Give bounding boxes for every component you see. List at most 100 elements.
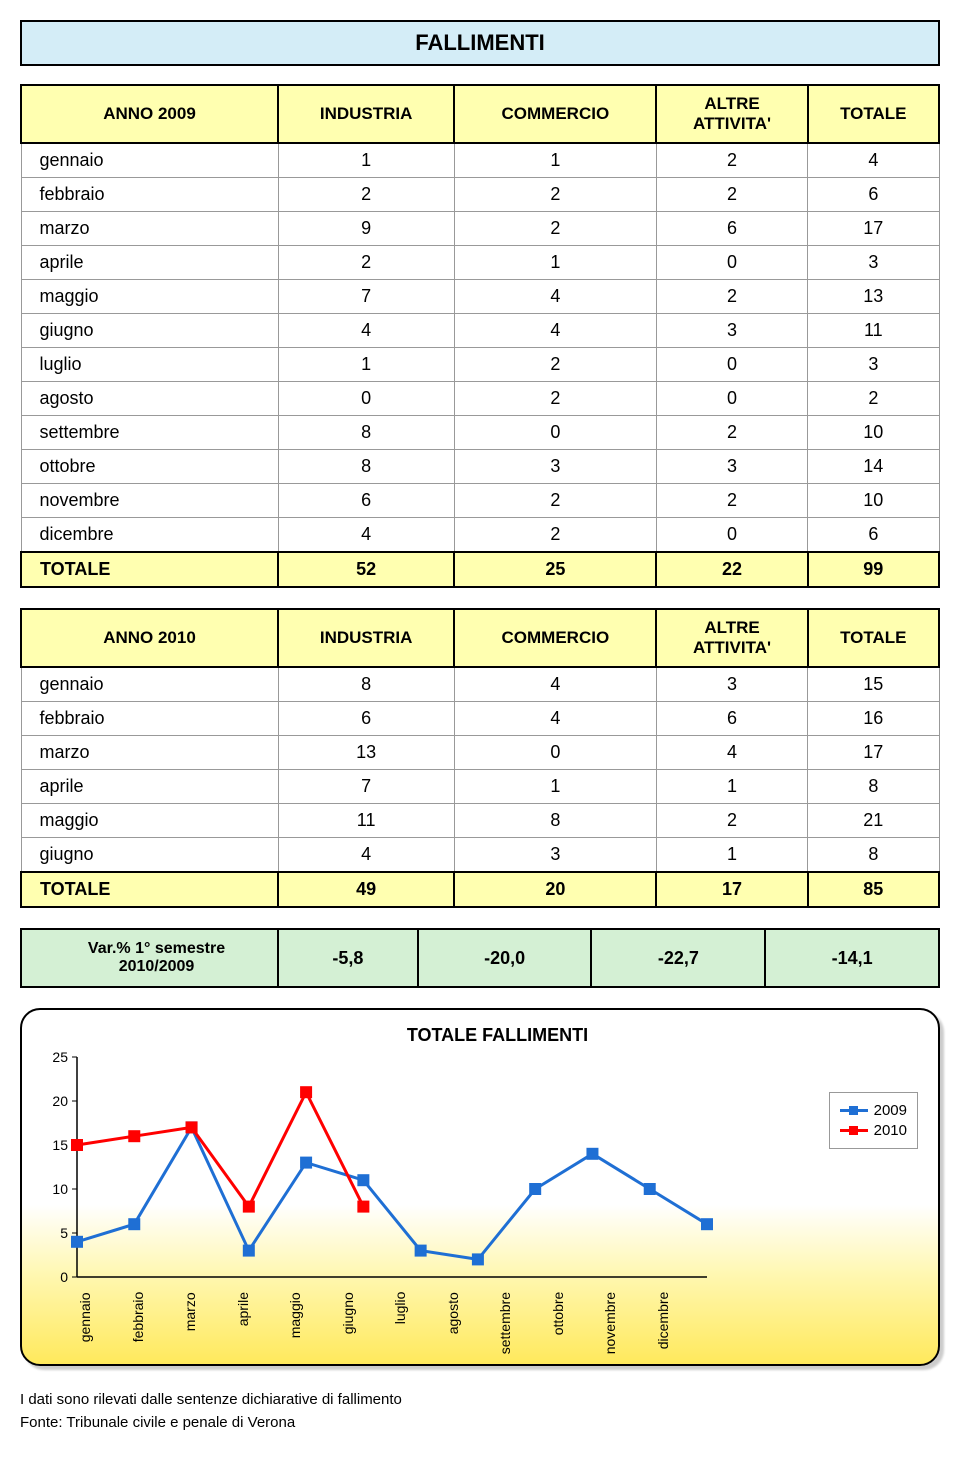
cell: 2 bbox=[656, 484, 807, 518]
x-axis-label: agosto bbox=[445, 1292, 498, 1354]
total-cell: 25 bbox=[454, 552, 656, 587]
cell: 7 bbox=[278, 280, 454, 314]
variation-cell: -5,8 bbox=[278, 929, 418, 987]
cell: 6 bbox=[278, 702, 454, 736]
column-header: INDUSTRIA bbox=[278, 609, 454, 667]
total-cell: 49 bbox=[278, 872, 454, 907]
total-cell: 22 bbox=[656, 552, 807, 587]
x-axis-label: febbraio bbox=[130, 1292, 183, 1354]
column-header: ANNO 2010 bbox=[21, 609, 278, 667]
column-header: ANNO 2009 bbox=[21, 85, 278, 143]
total-row: TOTALE52252299 bbox=[21, 552, 939, 587]
table-row: gennaio1124 bbox=[21, 143, 939, 178]
cell: 8 bbox=[454, 804, 656, 838]
x-axis-label: luglio bbox=[392, 1292, 445, 1354]
cell: 1 bbox=[656, 770, 807, 804]
footer-note-2: Fonte: Tribunale civile e penale di Vero… bbox=[20, 1414, 940, 1431]
row-label: marzo bbox=[21, 736, 278, 770]
cell: 16 bbox=[808, 702, 939, 736]
cell: 4 bbox=[454, 702, 656, 736]
cell: 6 bbox=[808, 518, 939, 553]
row-label: gennaio bbox=[21, 667, 278, 702]
chart-plot: 0510152025 gennaiofebbraiomarzoaprilemag… bbox=[37, 1052, 814, 1354]
cell: 2 bbox=[454, 484, 656, 518]
cell: 0 bbox=[656, 382, 807, 416]
cell: 9 bbox=[278, 212, 454, 246]
cell: 1 bbox=[278, 348, 454, 382]
cell: 10 bbox=[808, 416, 939, 450]
x-axis-label: novembre bbox=[602, 1292, 655, 1354]
cell: 3 bbox=[656, 450, 807, 484]
x-axis-label: giugno bbox=[340, 1292, 393, 1354]
x-axis-label: ottobre bbox=[550, 1292, 603, 1354]
cell: 2 bbox=[656, 416, 807, 450]
table-row: marzo130417 bbox=[21, 736, 939, 770]
cell: 10 bbox=[808, 484, 939, 518]
cell: 11 bbox=[808, 314, 939, 348]
cell: 6 bbox=[656, 212, 807, 246]
table-row: luglio1203 bbox=[21, 348, 939, 382]
table-row: aprile2103 bbox=[21, 246, 939, 280]
legend-label: 2009 bbox=[874, 1102, 907, 1119]
cell: 2 bbox=[656, 178, 807, 212]
cell: 4 bbox=[808, 143, 939, 178]
cell: 1 bbox=[454, 143, 656, 178]
row-label: aprile bbox=[21, 770, 278, 804]
row-label: novembre bbox=[21, 484, 278, 518]
table-row: maggio118221 bbox=[21, 804, 939, 838]
cell: 11 bbox=[278, 804, 454, 838]
svg-text:10: 10 bbox=[52, 1181, 68, 1197]
table-row: giugno4318 bbox=[21, 838, 939, 873]
cell: 0 bbox=[454, 416, 656, 450]
row-label: giugno bbox=[21, 314, 278, 348]
row-label: maggio bbox=[21, 280, 278, 314]
cell: 1 bbox=[656, 838, 807, 873]
total-cell: 85 bbox=[808, 872, 939, 907]
table-row: gennaio84315 bbox=[21, 667, 939, 702]
x-axis-label: aprile bbox=[235, 1292, 288, 1354]
cell: 6 bbox=[278, 484, 454, 518]
legend-item: 2009 bbox=[840, 1102, 907, 1119]
cell: 8 bbox=[808, 838, 939, 873]
cell: 3 bbox=[656, 314, 807, 348]
legend-item: 2010 bbox=[840, 1122, 907, 1139]
legend-label: 2010 bbox=[874, 1122, 907, 1139]
cell: 4 bbox=[278, 314, 454, 348]
row-label: febbraio bbox=[21, 702, 278, 736]
table-row: novembre62210 bbox=[21, 484, 939, 518]
table-2009: ANNO 2009INDUSTRIACOMMERCIOALTREATTIVITA… bbox=[20, 84, 940, 588]
row-label: febbraio bbox=[21, 178, 278, 212]
column-header: INDUSTRIA bbox=[278, 85, 454, 143]
column-header: COMMERCIO bbox=[454, 85, 656, 143]
cell: 2 bbox=[278, 246, 454, 280]
cell: 0 bbox=[656, 518, 807, 553]
row-label: agosto bbox=[21, 382, 278, 416]
cell: 4 bbox=[454, 667, 656, 702]
total-cell: 99 bbox=[808, 552, 939, 587]
total-label: TOTALE bbox=[21, 872, 278, 907]
cell: 6 bbox=[656, 702, 807, 736]
x-axis-label: settembre bbox=[497, 1292, 550, 1354]
variation-table: Var.% 1° semestre2010/2009-5,8-20,0-22,7… bbox=[20, 928, 940, 988]
cell: 17 bbox=[808, 736, 939, 770]
cell: 4 bbox=[278, 838, 454, 873]
svg-text:0: 0 bbox=[60, 1269, 68, 1282]
cell: 2 bbox=[808, 382, 939, 416]
svg-text:20: 20 bbox=[52, 1093, 68, 1109]
cell: 2 bbox=[278, 178, 454, 212]
row-label: giugno bbox=[21, 838, 278, 873]
cell: 0 bbox=[656, 246, 807, 280]
table-row: ottobre83314 bbox=[21, 450, 939, 484]
cell: 7 bbox=[278, 770, 454, 804]
cell: 3 bbox=[808, 246, 939, 280]
column-header: ALTREATTIVITA' bbox=[656, 609, 807, 667]
table-row: dicembre4206 bbox=[21, 518, 939, 553]
cell: 8 bbox=[278, 667, 454, 702]
cell: 17 bbox=[808, 212, 939, 246]
cell: 2 bbox=[656, 804, 807, 838]
cell: 8 bbox=[278, 450, 454, 484]
total-cell: 17 bbox=[656, 872, 807, 907]
cell: 0 bbox=[454, 736, 656, 770]
x-axis-label: marzo bbox=[182, 1292, 235, 1354]
cell: 13 bbox=[278, 736, 454, 770]
